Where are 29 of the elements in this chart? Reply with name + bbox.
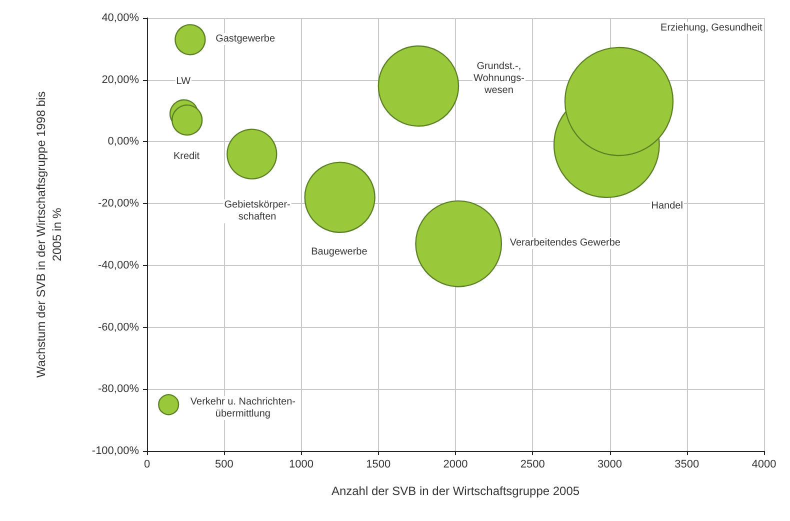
y-axis-title: Wachstum der SVB in der Wirtschaftsgruppe 1998 bis 2005 in %	[34, 91, 64, 378]
x-tick-label: 4000	[752, 458, 776, 470]
y-tick-label: -100,00%	[92, 445, 140, 457]
x-tick-label: 1500	[366, 458, 391, 470]
x-tick-label: 3500	[674, 458, 700, 470]
annotation: Handel	[651, 200, 683, 212]
annotation: Verkehr u. Nachrichten- übermittlung	[190, 396, 296, 420]
x-tick-label: 1000	[289, 458, 314, 470]
y-tick-label: -40,00%	[98, 259, 140, 272]
y-tick-label: -80,00%	[98, 383, 140, 396]
annotation: Gastgewerbe	[216, 34, 276, 45]
annotation: LW	[176, 76, 192, 87]
x-tick-label: 2500	[520, 458, 545, 470]
x-tick-label: 500	[214, 458, 234, 470]
x-tick-label: 2000	[443, 458, 468, 470]
annotation: Gebietskörper- schaften	[224, 200, 290, 223]
annotation: Verarbeitendes Gewerbe	[510, 238, 621, 249]
y-tick-label: -20,00%	[98, 198, 140, 210]
x-axis-title: Anzahl der SVB in der Wirtschaftsgruppe 2005	[331, 484, 580, 498]
y-tick-label: 20,00%	[102, 74, 140, 86]
y-tick-label: 0,00%	[108, 136, 140, 148]
y-tick-label: -60,00%	[98, 321, 140, 334]
x-tick-label: 0	[144, 458, 150, 470]
annotation: Baugewerbe	[311, 246, 368, 258]
annotation: Kredit	[173, 150, 200, 162]
x-tick-label: 3000	[598, 458, 622, 470]
annotation: Erziehung, Gesundheit	[660, 22, 762, 34]
annotation: Grundst.-, Wohnungs- wesen	[473, 60, 524, 96]
y-tick-label: 40,00%	[102, 12, 140, 24]
